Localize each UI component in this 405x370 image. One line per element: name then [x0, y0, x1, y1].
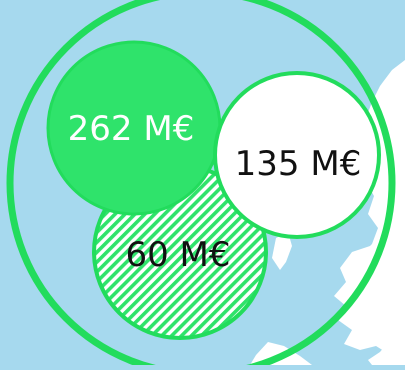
bubble-135 — [213, 71, 381, 239]
total-ring — [6, 0, 396, 370]
bubble-135-label: 135 M€ — [235, 144, 362, 184]
bubble-60-label: 60 M€ — [125, 235, 230, 275]
bubble-262-label: 262 M€ — [68, 109, 195, 149]
